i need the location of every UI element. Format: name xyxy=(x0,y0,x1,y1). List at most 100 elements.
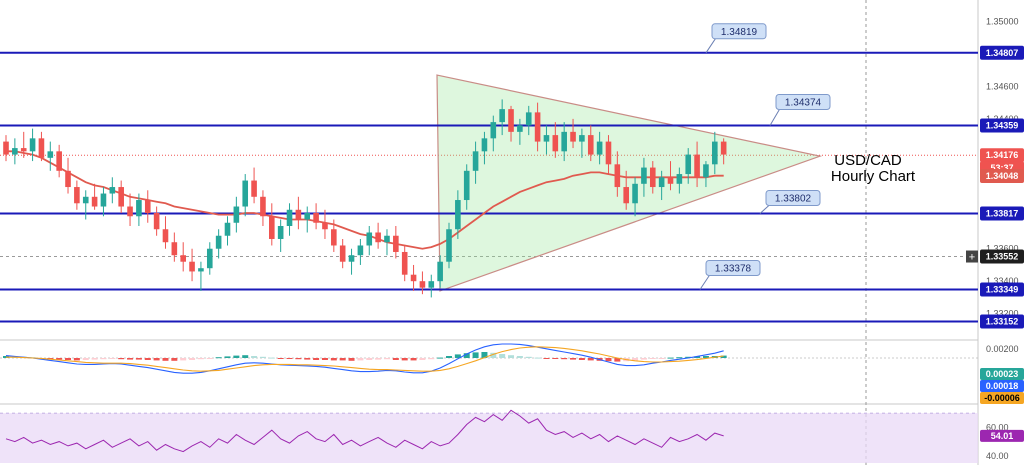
candle-body xyxy=(56,151,62,171)
callout-pointer xyxy=(705,37,717,54)
rsi-value-tag-bg xyxy=(980,429,1024,442)
candle-body xyxy=(74,187,80,204)
candle-body xyxy=(47,151,54,158)
candle xyxy=(242,174,249,217)
candle-body xyxy=(472,151,479,171)
level-price-tag-text: 1.34359 xyxy=(986,121,1019,131)
candle xyxy=(29,128,36,162)
macd-histogram-bar xyxy=(667,357,674,359)
candle xyxy=(587,125,594,162)
candle xyxy=(525,105,532,136)
callout-pointer xyxy=(759,204,771,214)
candle xyxy=(410,264,417,291)
candle xyxy=(481,131,488,165)
candle-body xyxy=(570,131,576,142)
candle xyxy=(269,203,275,246)
candle-body xyxy=(419,281,426,288)
candle xyxy=(649,161,656,194)
macd-histogram-bar xyxy=(233,355,240,358)
level-price-tag: 1.33349 xyxy=(980,282,1024,297)
candle-body xyxy=(269,216,275,239)
level-price-tag-bg xyxy=(980,314,1024,329)
macd-histogram-bar xyxy=(632,358,639,361)
macd-histogram-bar xyxy=(118,358,125,360)
candle-body xyxy=(162,229,169,243)
level-price-tag: 1.34807 xyxy=(980,45,1024,60)
candle xyxy=(703,161,709,188)
candle xyxy=(127,193,133,226)
candle xyxy=(455,190,461,239)
candle-body xyxy=(667,177,674,184)
candle xyxy=(712,131,718,175)
macd-histogram-bar xyxy=(640,358,647,360)
candle-body xyxy=(499,109,505,123)
candle-body xyxy=(198,268,204,272)
macd-histogram-bar xyxy=(552,358,559,359)
macd-histogram-bar xyxy=(135,358,142,360)
candle xyxy=(490,115,497,152)
candle xyxy=(277,219,284,252)
candle xyxy=(251,167,257,204)
candle-body xyxy=(490,122,497,139)
candle-body xyxy=(127,206,133,217)
rsi-value-tag-text: 54.01 xyxy=(991,431,1014,441)
rsi-tick-label: 40.00 xyxy=(986,451,1009,461)
callout-label: 1.34819 xyxy=(721,27,758,38)
candle xyxy=(534,102,541,152)
candle xyxy=(499,99,505,136)
candle-body xyxy=(65,170,71,188)
candle-body xyxy=(109,187,116,194)
candle xyxy=(366,226,373,256)
candle-body xyxy=(277,226,284,239)
macd-value-tag: 0.00023 xyxy=(980,368,1024,380)
candle xyxy=(47,141,54,171)
candle xyxy=(614,151,621,197)
candle-body xyxy=(587,135,594,155)
current-price-tag-bg xyxy=(980,148,1024,163)
candle xyxy=(38,131,45,162)
candle-body xyxy=(295,209,302,220)
candle-body xyxy=(455,200,461,230)
macd-histogram-bar xyxy=(499,354,506,358)
macd-histogram-bar xyxy=(720,355,727,358)
macd-value-tag-text: -0.00006 xyxy=(984,393,1020,403)
y-tick-label: 1.34600 xyxy=(986,81,1019,91)
level-price-tag-bg xyxy=(980,118,1024,133)
macd-histogram-bar xyxy=(268,357,275,359)
macd-histogram-bar xyxy=(614,358,621,362)
macd-histogram-bar xyxy=(286,358,293,359)
candle xyxy=(676,167,683,194)
candle-body xyxy=(508,109,514,132)
candle-body xyxy=(331,229,337,246)
candle-body xyxy=(224,222,231,236)
candle xyxy=(65,157,71,194)
macd-histogram-bar xyxy=(171,358,178,361)
macd-histogram-bar xyxy=(100,358,107,360)
macd-histogram-bar xyxy=(508,355,515,358)
candle-body xyxy=(136,200,142,217)
candle xyxy=(623,170,629,210)
triangle-pattern xyxy=(436,74,823,292)
macd-histogram-bar xyxy=(605,358,612,362)
candle-body xyxy=(29,138,36,152)
candle-body xyxy=(339,245,346,262)
candle-body xyxy=(20,148,27,152)
candle-body xyxy=(525,112,532,126)
candle xyxy=(543,125,550,155)
candle xyxy=(198,261,204,291)
candle xyxy=(463,164,470,210)
macd-histogram-bar xyxy=(419,358,426,360)
macd-line xyxy=(5,343,724,374)
macd-histogram-bar xyxy=(206,358,213,359)
candle xyxy=(20,131,27,158)
candle-body xyxy=(38,138,45,158)
macd-histogram-bar xyxy=(685,356,692,358)
macd-histogram-bar xyxy=(295,358,302,360)
macd-value-tag-bg xyxy=(980,380,1024,392)
price-callout: 1.34819 xyxy=(705,23,767,54)
macd-histogram-bar xyxy=(277,358,284,359)
candle xyxy=(384,229,390,256)
moving-average-line xyxy=(6,150,724,250)
candle xyxy=(286,203,293,236)
